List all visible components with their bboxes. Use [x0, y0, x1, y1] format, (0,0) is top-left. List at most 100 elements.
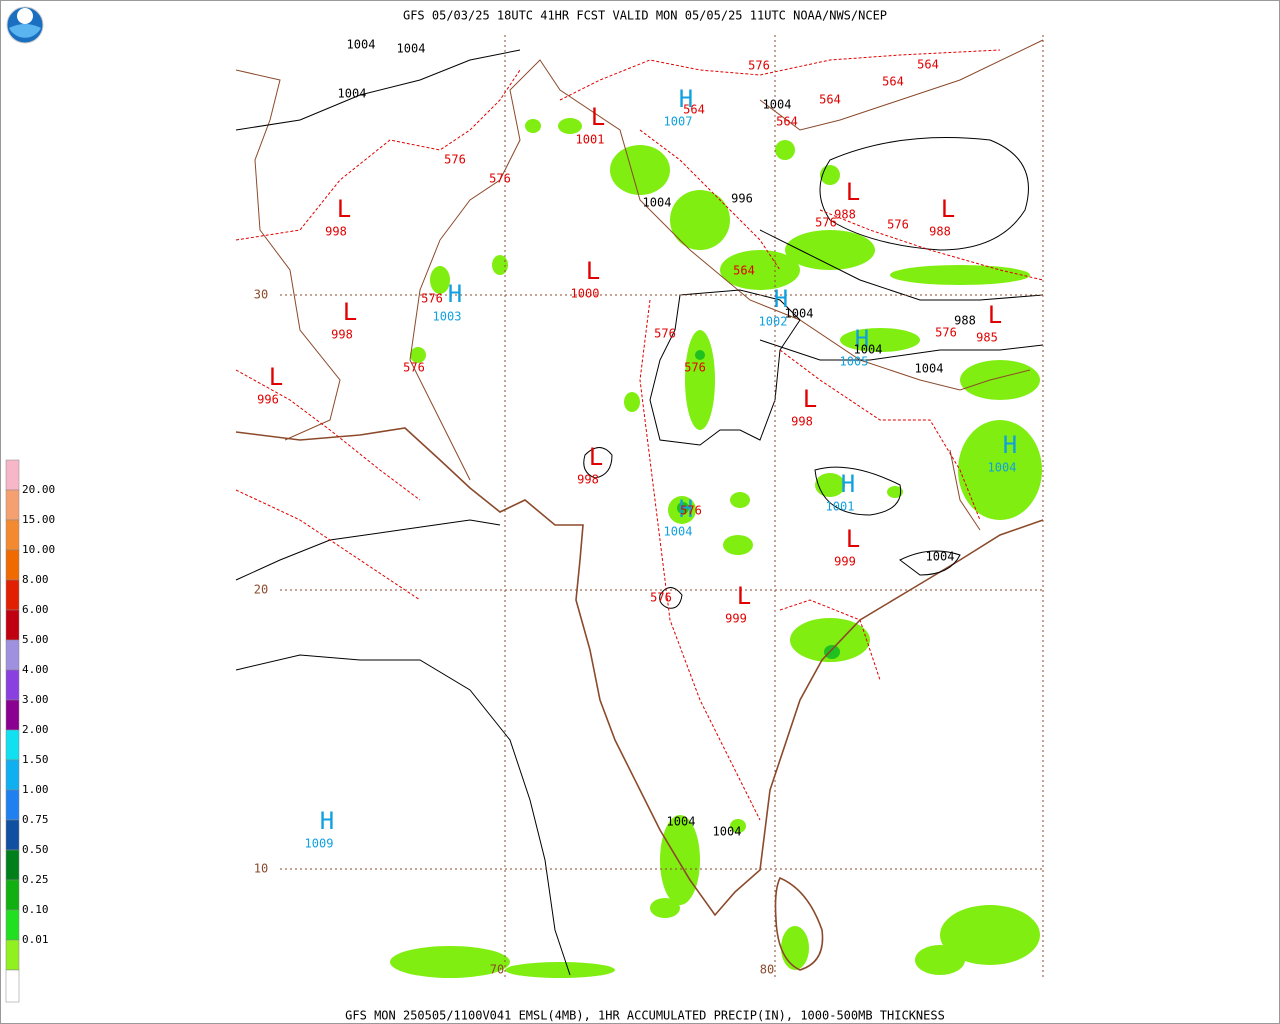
legend-label: 0.75: [22, 813, 49, 826]
legend-label: 1.50: [22, 753, 49, 766]
lat-label: 10: [254, 862, 268, 876]
center-symbol: L: [941, 195, 955, 223]
center-value: 998: [325, 225, 347, 239]
center-value: 1001: [826, 500, 855, 514]
legend-label: 10.00: [22, 543, 55, 556]
footer-caption: GFS MON 250505/1100V041 EMSL(4MB), 1HR A…: [345, 1009, 945, 1023]
isobars: [235, 49, 1044, 976]
thickness-label: 564: [882, 75, 904, 89]
isobar-label: 1004: [397, 42, 426, 56]
center-value: 1009: [305, 837, 334, 851]
thickness-label: 576: [650, 591, 672, 605]
center-symbol: L: [337, 195, 351, 223]
lat-label: 20: [254, 583, 268, 597]
center-symbol: L: [846, 178, 860, 206]
center-symbol: L: [589, 443, 603, 471]
legend-label: 5.00: [22, 633, 49, 646]
legend-label: 15.00: [22, 513, 55, 526]
thickness-label: 576: [444, 153, 466, 167]
thickness-label: 576: [489, 172, 511, 186]
legend-swatch: [5, 639, 20, 671]
legend-swatch: [5, 669, 20, 701]
center-symbol: H: [1003, 431, 1017, 459]
thickness-label: 576: [815, 216, 837, 230]
legend: 20.00 15.00 10.00 8.00 6.00 5.00 4.00 3.00 2.00 1…: [5, 459, 55, 1003]
isobar-label: 1004: [713, 825, 742, 839]
legend-swatch: [5, 519, 20, 551]
legend-label: 1.00: [22, 783, 49, 796]
thickness-label: 576: [887, 218, 909, 232]
thickness-contours: [235, 49, 1044, 821]
center-value: 1007: [664, 115, 693, 129]
legend-label: 8.00: [22, 573, 49, 586]
thickness-label: 564: [733, 264, 755, 278]
center-value: 996: [257, 393, 279, 407]
legend-label: 0.50: [22, 843, 49, 856]
center-symbol: L: [737, 582, 751, 610]
center-symbol: L: [803, 385, 817, 413]
isobar-label: 1004: [915, 362, 944, 376]
title: GFS 05/03/25 18UTC 41HR FCST VALID MON 0…: [403, 9, 887, 23]
center-value: 999: [834, 555, 856, 569]
thickness-label: 564: [917, 58, 939, 72]
legend-swatch: [5, 699, 20, 731]
center-symbol: L: [988, 301, 1002, 329]
thickness-label: 576: [421, 292, 443, 306]
noaa-logo: [6, 6, 44, 44]
isobar-label: 1004: [347, 38, 376, 52]
center-value: 988: [929, 225, 951, 239]
center-symbol: L: [269, 363, 283, 391]
center-value: 1000: [571, 287, 600, 301]
center-symbol: H: [679, 495, 693, 523]
legend-label: 2.00: [22, 723, 49, 736]
legend-swatch: [5, 939, 20, 971]
thickness-label: 564: [776, 115, 798, 129]
lat-label: 30: [254, 288, 268, 302]
isobar-label: 1004: [785, 307, 814, 321]
center-symbol: H: [855, 325, 869, 353]
isobar-label: 1004: [854, 343, 883, 357]
center-value: 1002: [759, 315, 788, 329]
center-symbol: L: [846, 525, 860, 553]
isobar-label: 988: [954, 314, 976, 328]
lat-lon-grid: 30 20 10 70 80: [254, 35, 1044, 978]
legend-label: 6.00: [22, 603, 49, 616]
center-value: 1003: [433, 310, 462, 324]
legend-swatch: [5, 819, 20, 851]
thickness-label: 564: [819, 93, 841, 107]
center-symbol: H: [320, 807, 334, 835]
center-value: 1005: [840, 355, 869, 369]
legend-swatch: [5, 459, 20, 491]
legend-swatch: [5, 729, 20, 761]
thickness-label: 576: [684, 361, 706, 375]
lon-label: 80: [760, 963, 774, 977]
legend-label: 0.25: [22, 873, 49, 886]
lon-label: 70: [490, 963, 504, 977]
legend-swatch: [5, 579, 20, 611]
center-symbol: L: [343, 298, 357, 326]
center-value: 998: [791, 415, 813, 429]
isobar-label: 1004: [643, 196, 672, 210]
center-value: 985: [976, 331, 998, 345]
center-value: 1004: [988, 461, 1017, 475]
legend-swatch: [5, 969, 20, 1003]
thickness-label: 576: [935, 326, 957, 340]
legend-swatch: [5, 549, 20, 581]
legend-swatch: [5, 909, 20, 941]
thickness-label: 576: [680, 504, 702, 518]
isobar-label: 1004: [926, 550, 955, 564]
center-value: 988: [834, 208, 856, 222]
legend-swatch: [5, 849, 20, 881]
legend-swatch: [5, 789, 20, 821]
center-symbol: L: [591, 103, 605, 131]
isobar-label: 996: [731, 192, 753, 206]
legend-swatch: [5, 609, 20, 641]
legend-label: 0.01: [22, 933, 49, 946]
thickness-label: 564: [683, 103, 705, 117]
isobar-label: 1004: [763, 98, 792, 112]
legend-label: 0.10: [22, 903, 49, 916]
map-labels: L 1001 H 1007 L 998 L 1000 H 1003 L 998 L 996 L 988 L 988…: [257, 38, 1017, 851]
thickness-label: 576: [748, 59, 770, 73]
isobar-label: 1004: [338, 87, 367, 101]
center-value: 999: [725, 612, 747, 626]
